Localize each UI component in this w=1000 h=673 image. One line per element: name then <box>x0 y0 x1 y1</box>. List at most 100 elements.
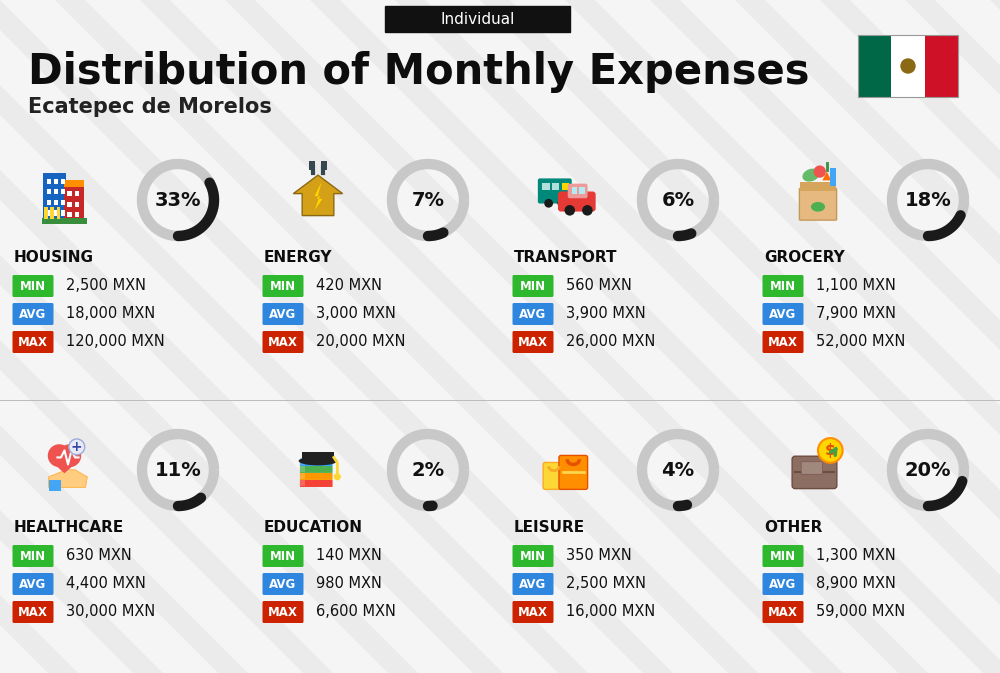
Text: AVG: AVG <box>269 577 297 590</box>
Bar <box>47 211 51 215</box>
Text: AVG: AVG <box>519 308 547 320</box>
FancyBboxPatch shape <box>763 331 804 353</box>
FancyBboxPatch shape <box>512 601 554 623</box>
Bar <box>572 188 577 194</box>
Bar <box>61 211 65 215</box>
Circle shape <box>544 199 553 208</box>
Ellipse shape <box>802 169 819 182</box>
Circle shape <box>582 205 593 215</box>
FancyBboxPatch shape <box>512 331 554 353</box>
Text: GROCERY: GROCERY <box>764 250 845 266</box>
Bar <box>300 473 305 479</box>
FancyBboxPatch shape <box>558 192 596 211</box>
Text: MAX: MAX <box>518 336 548 349</box>
Bar <box>300 459 305 465</box>
Circle shape <box>814 166 826 178</box>
Polygon shape <box>85 0 813 673</box>
Bar <box>75 191 79 197</box>
Text: AVG: AVG <box>519 577 547 590</box>
Text: MAX: MAX <box>268 336 298 349</box>
Text: LEISURE: LEISURE <box>514 520 585 536</box>
Text: MIN: MIN <box>520 549 546 563</box>
Polygon shape <box>850 0 1000 673</box>
Text: Individual: Individual <box>440 11 515 26</box>
Bar <box>858 35 891 97</box>
Bar <box>54 200 58 205</box>
Polygon shape <box>293 175 343 215</box>
Bar <box>321 161 327 170</box>
Polygon shape <box>822 172 831 180</box>
Text: Ecatepec de Morelos: Ecatepec de Morelos <box>28 97 272 117</box>
Bar <box>47 189 51 194</box>
Text: +: + <box>71 440 83 454</box>
Bar <box>61 189 65 194</box>
Text: 18,000 MXN: 18,000 MXN <box>66 306 155 322</box>
Bar <box>67 191 72 197</box>
Polygon shape <box>0 0 558 673</box>
Polygon shape <box>765 0 1000 673</box>
Bar <box>562 183 569 190</box>
Bar <box>858 35 958 97</box>
Text: 120,000 MXN: 120,000 MXN <box>66 334 165 349</box>
Text: 52,000 MXN: 52,000 MXN <box>816 334 905 349</box>
FancyBboxPatch shape <box>12 275 54 297</box>
Bar <box>49 481 61 491</box>
FancyBboxPatch shape <box>300 459 333 466</box>
Bar <box>542 183 550 190</box>
Text: Distribution of Monthly Expenses: Distribution of Monthly Expenses <box>28 51 810 93</box>
Text: AVG: AVG <box>769 577 797 590</box>
Polygon shape <box>510 0 1000 673</box>
Circle shape <box>818 438 843 463</box>
Bar <box>75 201 79 207</box>
Text: 6,600 MXN: 6,600 MXN <box>316 604 396 620</box>
Polygon shape <box>314 182 322 211</box>
Text: 630 MXN: 630 MXN <box>66 548 132 563</box>
Text: MIN: MIN <box>520 279 546 293</box>
Bar <box>67 201 72 207</box>
FancyBboxPatch shape <box>262 573 304 595</box>
Circle shape <box>557 199 566 208</box>
Polygon shape <box>0 0 643 673</box>
Text: MAX: MAX <box>18 606 48 618</box>
Text: 2,500 MXN: 2,500 MXN <box>566 577 646 592</box>
Bar <box>64 186 84 219</box>
Text: 350 MXN: 350 MXN <box>566 548 632 563</box>
Text: 7%: 7% <box>412 190 444 209</box>
Polygon shape <box>595 0 1000 673</box>
FancyBboxPatch shape <box>12 303 54 325</box>
Text: 59,000 MXN: 59,000 MXN <box>816 604 905 620</box>
Text: 16,000 MXN: 16,000 MXN <box>566 604 655 620</box>
Bar <box>54 189 58 194</box>
Text: 1,300 MXN: 1,300 MXN <box>816 548 896 563</box>
Bar <box>50 207 54 219</box>
Text: MAX: MAX <box>768 606 798 618</box>
Polygon shape <box>0 0 473 673</box>
Text: 2,500 MXN: 2,500 MXN <box>66 279 146 293</box>
Bar <box>54 178 58 184</box>
Bar <box>302 452 334 463</box>
FancyBboxPatch shape <box>512 545 554 567</box>
Text: MIN: MIN <box>770 279 796 293</box>
FancyBboxPatch shape <box>385 6 570 32</box>
Bar <box>891 35 925 97</box>
Bar <box>42 218 87 223</box>
Text: 20%: 20% <box>905 460 951 479</box>
Text: 30,000 MXN: 30,000 MXN <box>66 604 155 620</box>
Polygon shape <box>255 0 983 673</box>
Text: 140 MXN: 140 MXN <box>316 548 382 563</box>
FancyBboxPatch shape <box>763 545 804 567</box>
Polygon shape <box>49 470 87 487</box>
FancyBboxPatch shape <box>568 184 588 199</box>
FancyBboxPatch shape <box>763 573 804 595</box>
Text: 18%: 18% <box>905 190 951 209</box>
Bar <box>43 174 66 219</box>
Text: 4%: 4% <box>661 460 695 479</box>
FancyBboxPatch shape <box>262 545 304 567</box>
Bar <box>64 180 84 186</box>
Polygon shape <box>49 459 80 473</box>
FancyBboxPatch shape <box>543 462 566 489</box>
Bar <box>925 35 958 97</box>
Text: 7,900 MXN: 7,900 MXN <box>816 306 896 322</box>
Bar <box>552 183 559 190</box>
Polygon shape <box>340 0 1000 673</box>
